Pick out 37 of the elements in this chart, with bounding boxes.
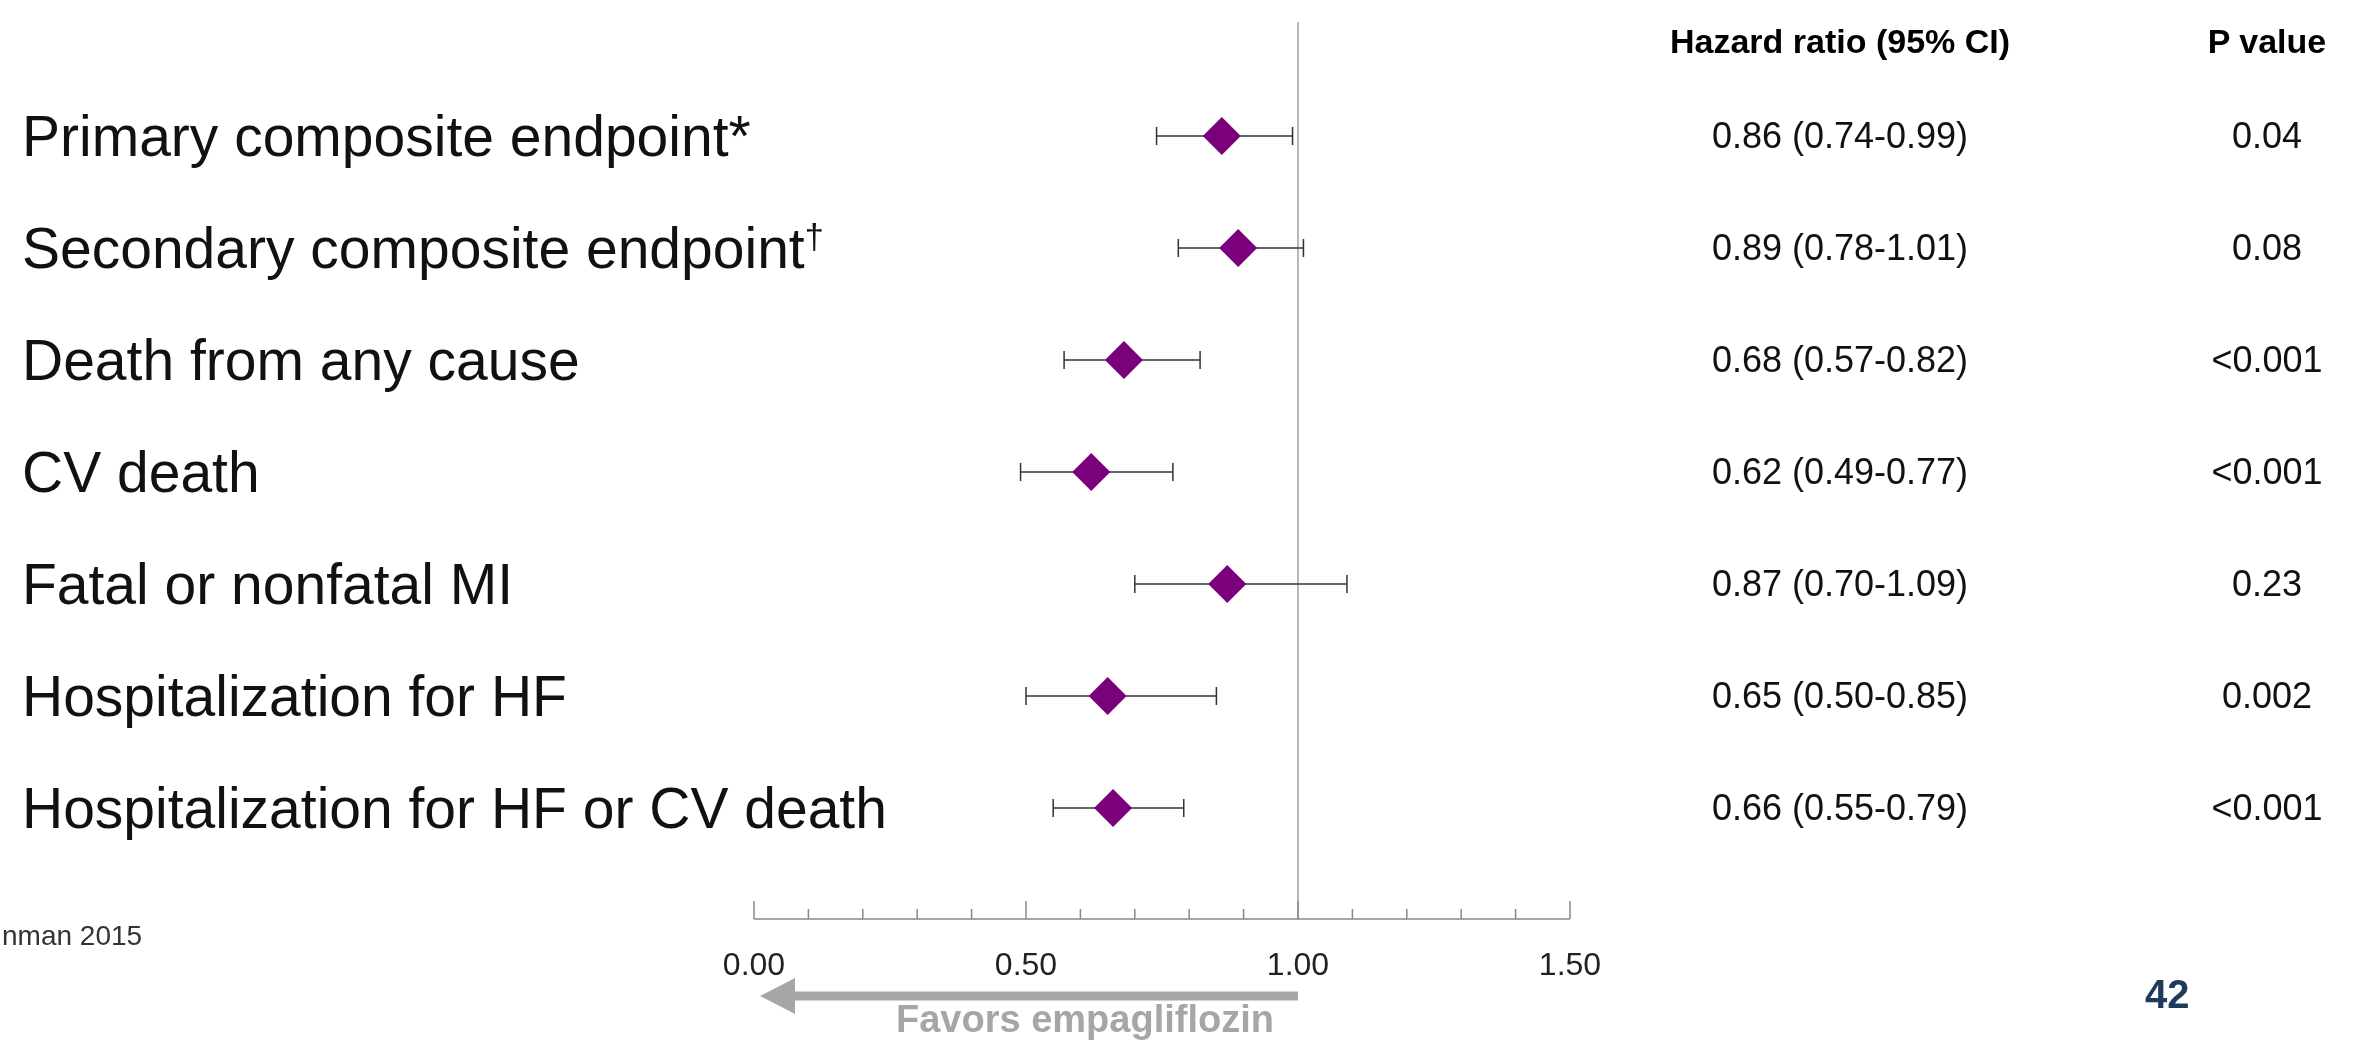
- y-tick-label: Primary composite endpoint*: [22, 104, 751, 168]
- point: [1072, 453, 1111, 491]
- data-label: 0.86 (0.74-0.99): [1711, 115, 1969, 156]
- x-tick-label: 1.50: [1538, 946, 1602, 982]
- point: [1219, 229, 1258, 267]
- y2-tick-label: <0.001: [2211, 787, 2323, 828]
- y2-tick-label: 0.23: [2231, 563, 2303, 604]
- point: [1208, 565, 1247, 603]
- y2-tick-label: 0.04: [2231, 115, 2303, 156]
- y2-tick-label: 0.002: [2221, 675, 2313, 716]
- y-tick-label: Death from any cause: [22, 328, 580, 392]
- y-tick-label: CV death: [22, 440, 260, 504]
- x-tick-label: 0.50: [994, 946, 1058, 982]
- y2-tick-label: <0.001: [2211, 451, 2323, 492]
- x-tick-label: 0.00: [722, 946, 786, 982]
- data-label: 0.65 (0.50-0.85): [1711, 675, 1969, 716]
- data-label: 0.89 (0.78-1.01): [1711, 227, 1969, 268]
- data-label: 0.87 (0.70-1.09): [1711, 563, 1969, 604]
- point: [1088, 677, 1127, 715]
- y-tick-label: Hospitalization for HF or CV death: [22, 776, 887, 840]
- point: [1104, 341, 1143, 379]
- y-tick-label: Fatal or nonfatal MI: [22, 552, 514, 616]
- y2-tick-label: 0.08: [2231, 227, 2303, 268]
- text: Hazard ratio (95% CI): [1669, 22, 2011, 60]
- text: 42: [2145, 972, 2190, 1016]
- text: nman 2015: [2, 920, 143, 951]
- data-label: 0.68 (0.57-0.82): [1711, 339, 1969, 380]
- text: P value: [2207, 22, 2327, 60]
- y-tick-label: Hospitalization for HF: [22, 664, 567, 728]
- point: [1202, 117, 1241, 155]
- y-tick-label: Secondary composite endpoint$^{†}$: [22, 216, 824, 280]
- data-label: 0.62 (0.49-0.77): [1711, 451, 1969, 492]
- x-axis-title: Favors empagliflozin: [896, 998, 1274, 1040]
- point: [1094, 789, 1133, 827]
- x-tick-label: 1.00: [1266, 946, 1330, 982]
- y2-tick-label: <0.001: [2211, 339, 2323, 380]
- data-label: 0.66 (0.55-0.79): [1711, 787, 1969, 828]
